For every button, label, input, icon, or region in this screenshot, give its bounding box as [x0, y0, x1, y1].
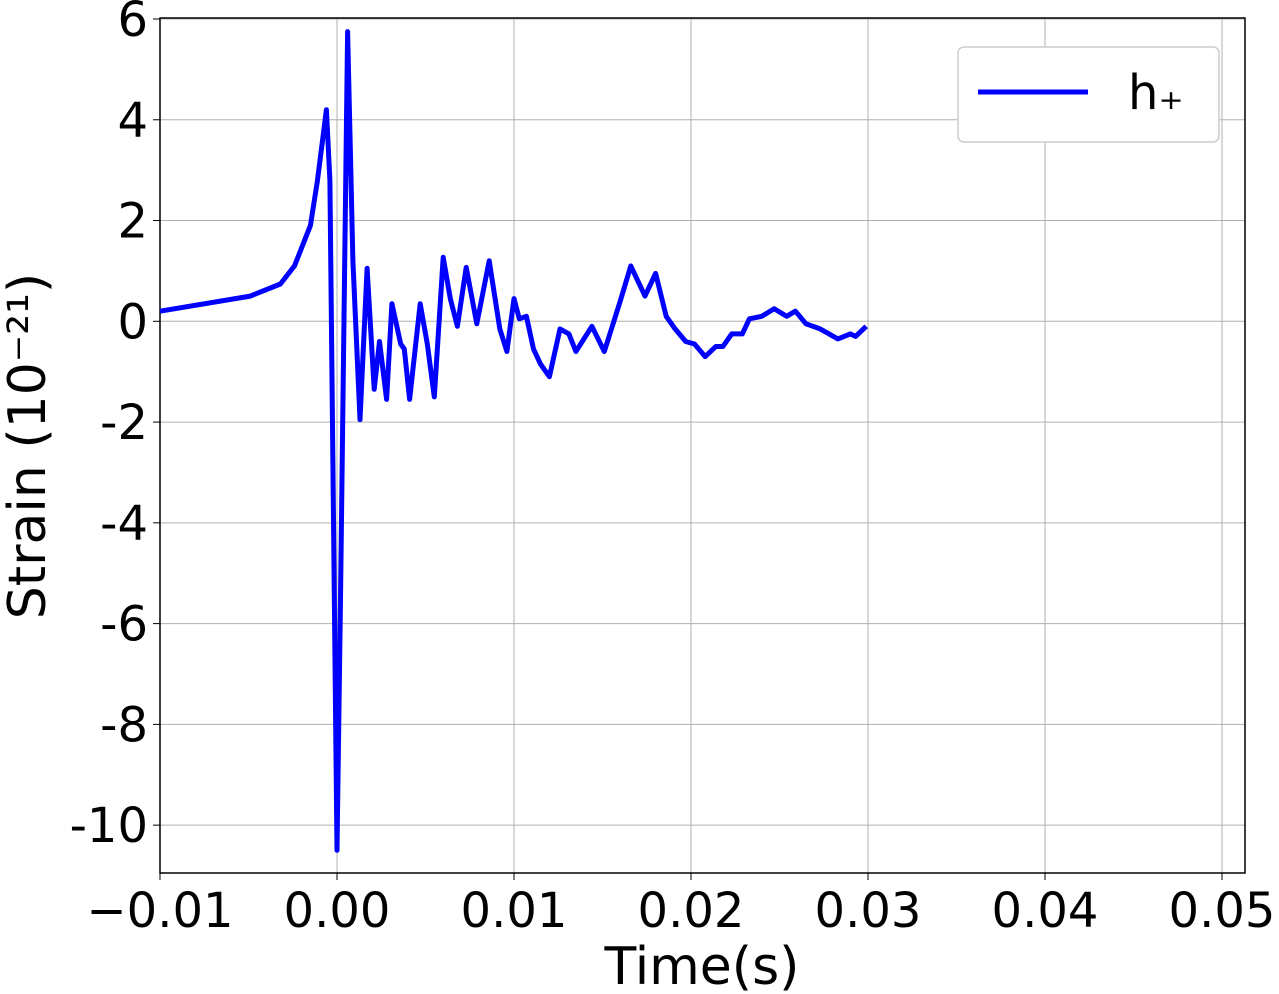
- legend-label: h₊: [1128, 65, 1184, 121]
- x-tick-label: 0.05: [1169, 883, 1276, 939]
- y-tick-label: -10: [70, 798, 148, 854]
- x-axis-label: Time(s): [604, 937, 800, 994]
- x-tick-label: 0.02: [638, 883, 745, 939]
- plot-frame: [159, 17, 1246, 874]
- legend-box: [957, 46, 1220, 143]
- x-tick-label: 0.01: [461, 883, 568, 939]
- y-tick-label: -2: [100, 395, 148, 451]
- legend: h₊: [957, 46, 1220, 143]
- y-tick-label: -4: [100, 496, 148, 552]
- x-tick-label: −0.01: [86, 883, 233, 939]
- y-axis-label: Strain (10⁻²¹): [0, 273, 58, 619]
- x-tick-label: 0.00: [284, 883, 391, 939]
- x-tick-label: 0.04: [992, 883, 1099, 939]
- y-tick-label: -6: [100, 597, 148, 653]
- y-tick-label: -8: [100, 697, 148, 753]
- x-tick-label: 0.03: [815, 883, 922, 939]
- y-tick-label: 2: [117, 194, 148, 250]
- y-tick-label: 6: [117, 0, 148, 48]
- y-tick-label: 0: [117, 294, 148, 350]
- y-tick-label: 4: [117, 93, 148, 149]
- data-line: [159, 29, 868, 853]
